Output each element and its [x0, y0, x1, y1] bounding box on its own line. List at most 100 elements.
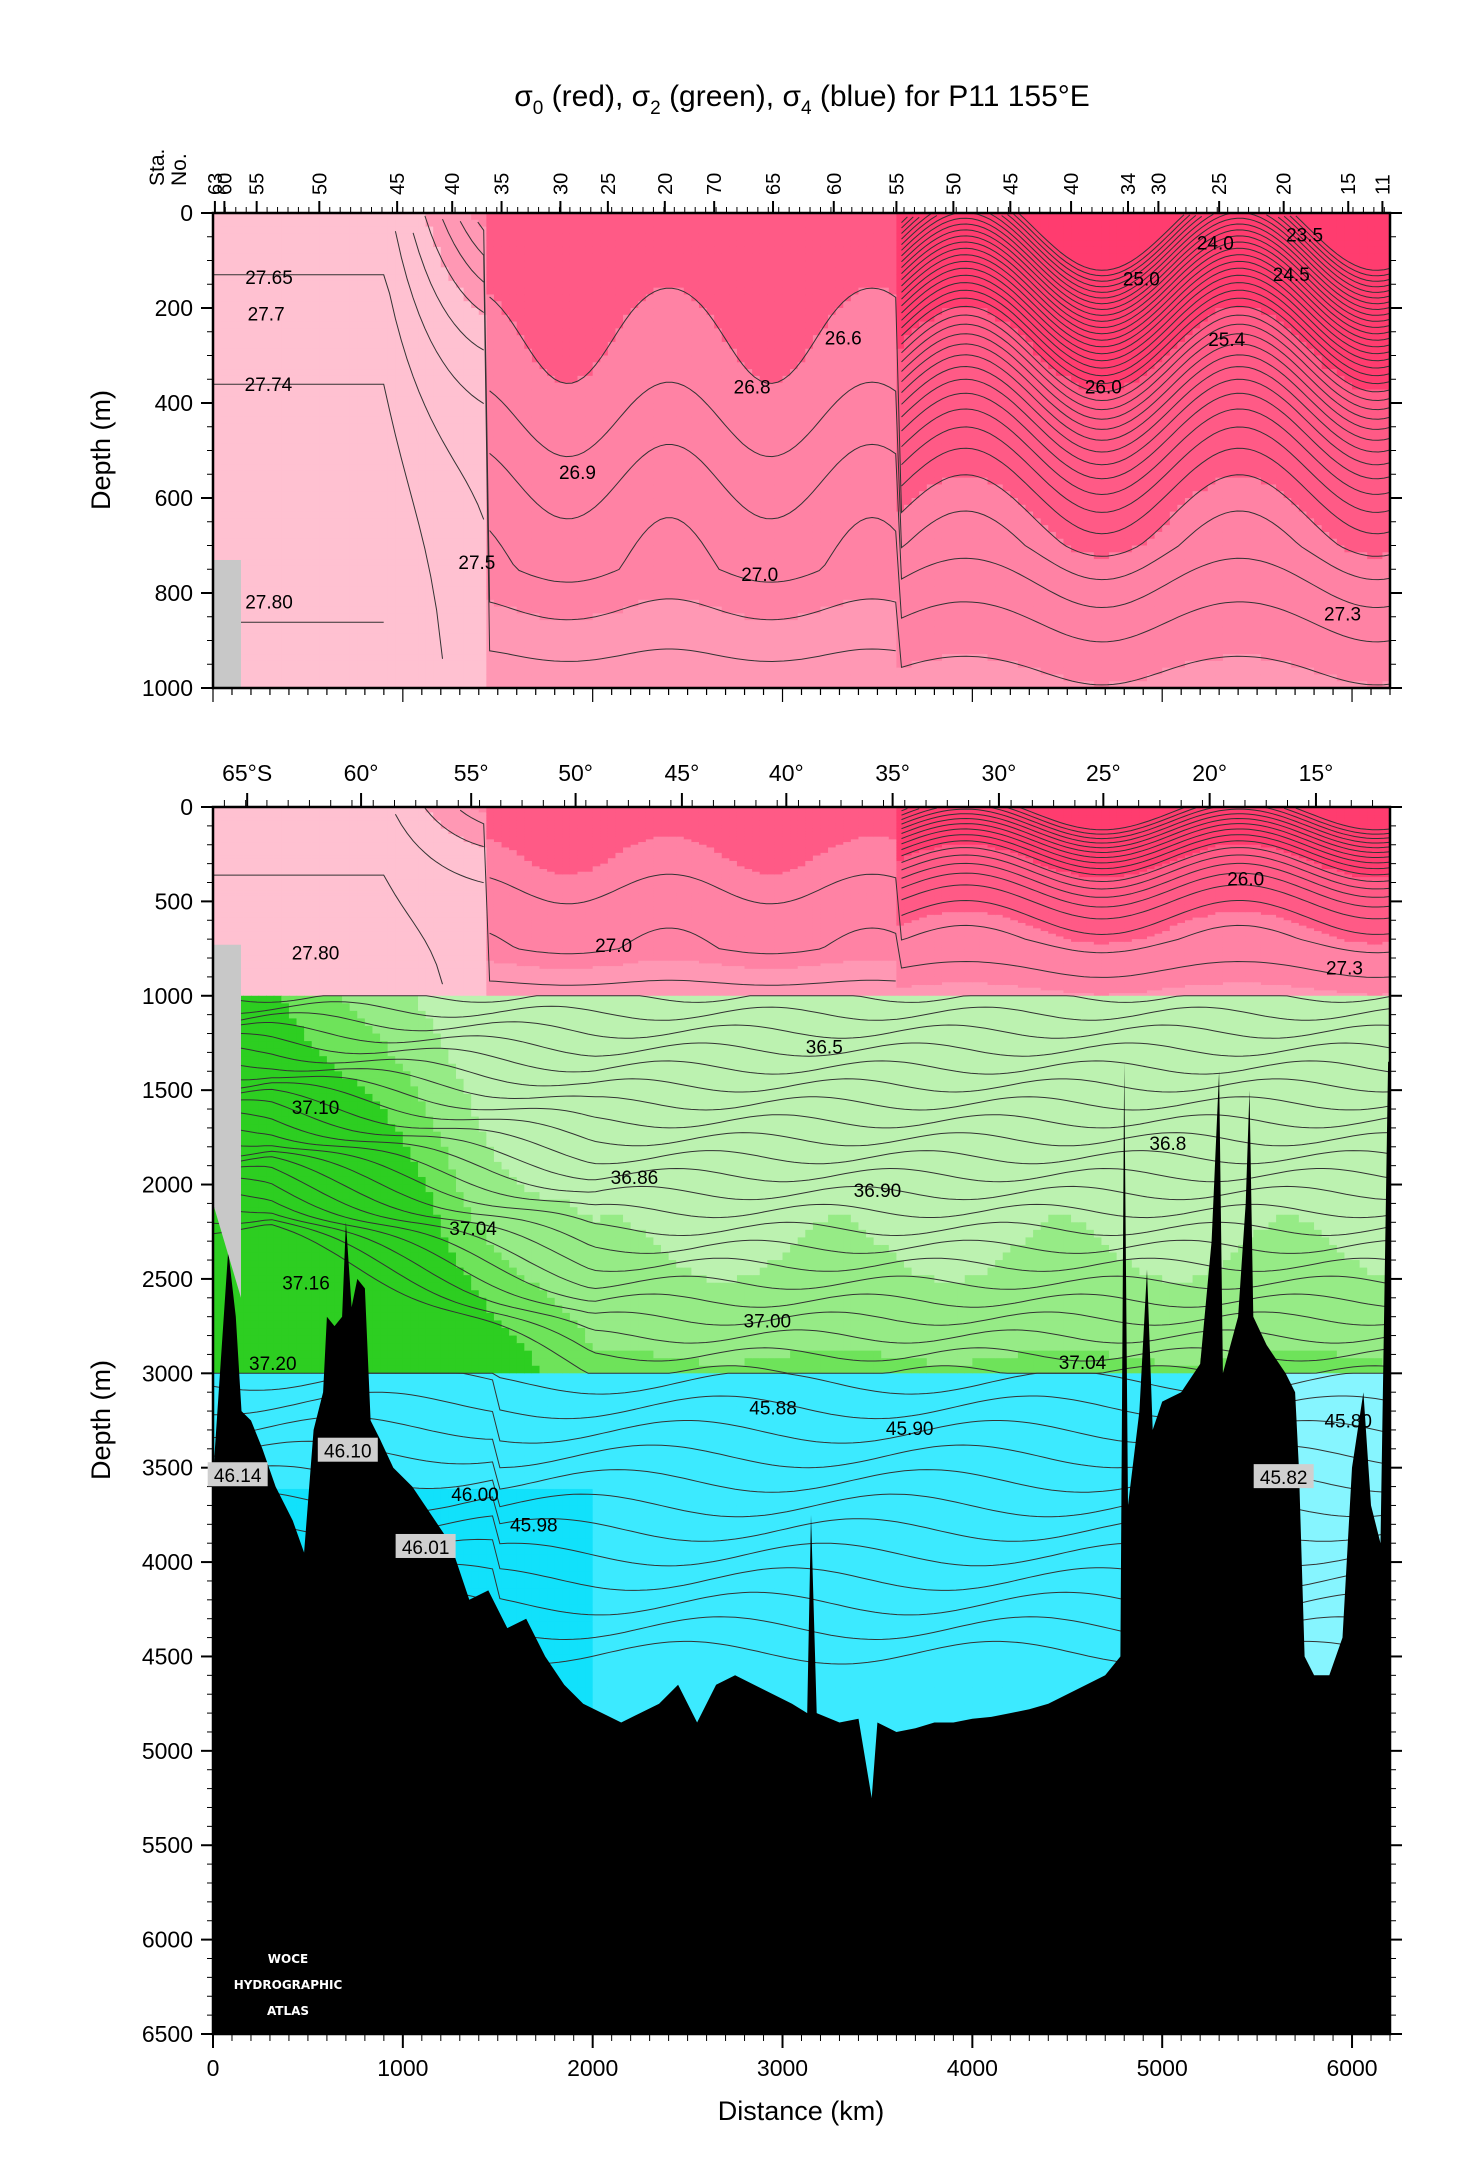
density-cell: [357, 436, 366, 445]
density-cell: [516, 389, 525, 397]
density-cell: [623, 518, 632, 526]
density-cell: [418, 545, 427, 553]
density-cell: [471, 335, 480, 343]
density-cell: [364, 314, 374, 323]
density-cell: [349, 518, 358, 526]
density-cell: [661, 253, 670, 262]
density-cell: [668, 423, 677, 431]
density-cell: [228, 403, 237, 411]
density-cell: [638, 369, 647, 377]
density-cell: [524, 626, 533, 635]
density-cell: [266, 294, 275, 302]
density-cell: [493, 674, 503, 682]
density-cell: [387, 620, 396, 628]
density-cell: [304, 518, 313, 526]
density-cell: [455, 314, 465, 323]
density-cell: [600, 633, 609, 642]
density-cell: [387, 450, 396, 458]
density-cell: [463, 484, 472, 492]
density-cell: [266, 667, 275, 676]
density-cell: [243, 362, 252, 370]
density-cell: [691, 667, 700, 676]
density-cell: [304, 382, 313, 391]
density-cell: [243, 294, 252, 302]
density-cell: [577, 626, 586, 635]
density-cell: [668, 552, 677, 560]
density-cell: [433, 226, 442, 234]
density-cell: [372, 355, 381, 363]
density-cell: [455, 409, 465, 418]
density-cell: [387, 477, 396, 486]
density-cell: [463, 470, 472, 479]
density-cell: [433, 443, 442, 452]
density-cell: [668, 654, 677, 662]
density-cell: [425, 545, 434, 553]
density-cell: [676, 531, 685, 540]
density-cell: [600, 660, 609, 669]
density-cell: [463, 565, 472, 574]
density-cell: [471, 409, 480, 418]
density-cell: [288, 579, 298, 587]
density-cell: [395, 219, 404, 228]
density-cell: [653, 423, 662, 431]
density-cell: [683, 464, 692, 472]
density-cell: [357, 219, 366, 228]
density-cell: [623, 531, 632, 540]
density-cell: [539, 335, 548, 343]
density-cell: [235, 233, 244, 241]
density-cell: [729, 436, 738, 445]
density-cell: [698, 226, 708, 234]
density-cell: [752, 314, 761, 323]
density-cell: [433, 219, 442, 228]
density-cell: [342, 335, 351, 343]
density-cell: [516, 470, 525, 479]
density-cell: [364, 240, 374, 248]
density-cell: [501, 640, 510, 648]
density-cell: [266, 328, 275, 336]
density-cell: [471, 423, 480, 431]
density-cell: [319, 423, 328, 431]
density-cell: [235, 253, 244, 262]
density-cell: [569, 328, 579, 336]
density-cell: [243, 538, 252, 547]
density-cell: [304, 213, 313, 221]
density-cell: [509, 409, 518, 418]
density-cell: [592, 233, 601, 241]
density-cell: [364, 531, 374, 540]
density-cell: [273, 321, 282, 329]
density-cell: [372, 301, 381, 309]
density-cell: [349, 301, 358, 309]
density-cell: [372, 477, 381, 486]
density-cell: [569, 667, 579, 676]
density-cell: [744, 246, 753, 255]
density-cell: [372, 335, 381, 343]
density-cell: [395, 308, 404, 316]
density-cell: [752, 308, 761, 316]
density-cell: [440, 586, 449, 594]
density-cell: [638, 335, 647, 343]
density-cell: [334, 219, 343, 228]
density-cell: [524, 464, 533, 472]
density-cell: [721, 606, 730, 614]
density-cell: [653, 403, 662, 411]
density-cell: [562, 457, 571, 465]
density-cell: [402, 552, 412, 560]
density-cell: [645, 633, 655, 642]
density-cell: [714, 219, 723, 228]
density-cell: [585, 294, 594, 302]
density-cell: [296, 667, 305, 676]
density-cell: [311, 280, 320, 289]
density-cell: [250, 375, 260, 384]
density-cell: [288, 572, 298, 581]
density-cell: [326, 226, 336, 234]
density-cell: [615, 518, 624, 526]
density-cell: [714, 328, 723, 336]
density-cell: [311, 654, 320, 662]
density-cell: [615, 538, 624, 547]
density-cell: [273, 308, 282, 316]
density-cell: [524, 620, 533, 628]
density-cell: [433, 308, 442, 316]
density-cell: [326, 321, 336, 329]
density-cell: [273, 369, 282, 377]
density-cell: [463, 396, 472, 404]
